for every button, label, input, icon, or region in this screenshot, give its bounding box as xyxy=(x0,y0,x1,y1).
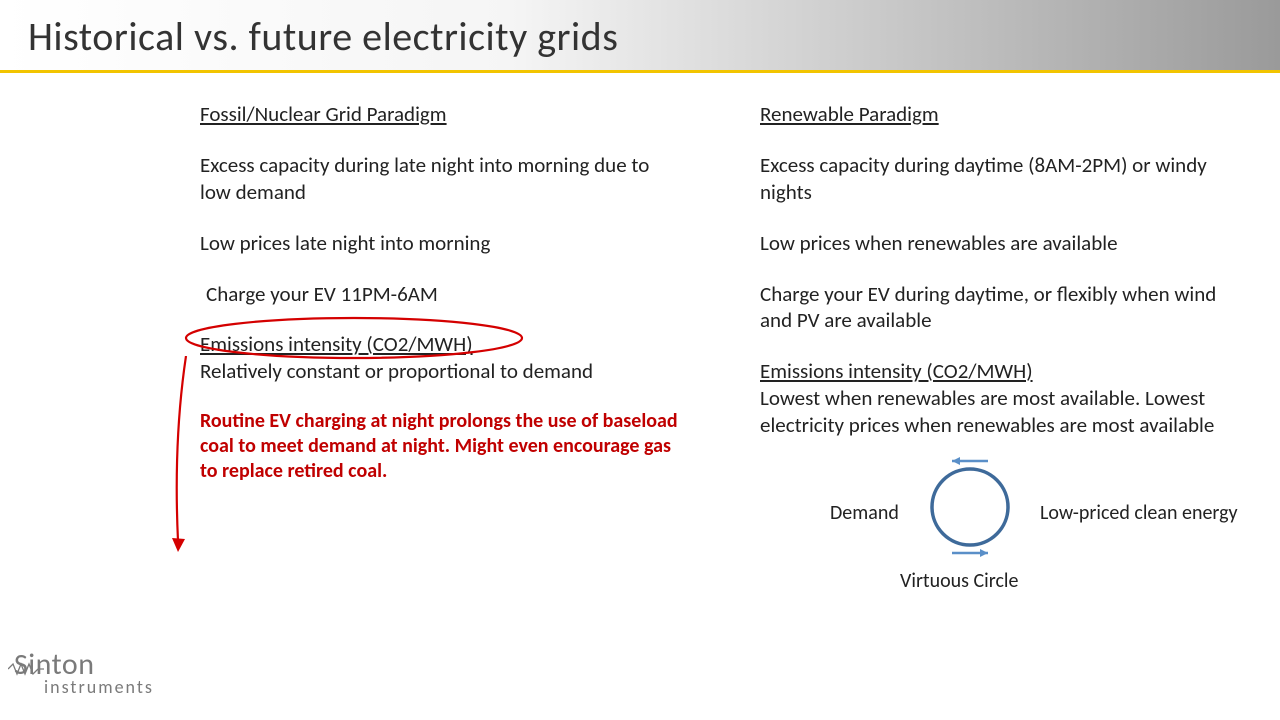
slide-title: Historical vs. future electricity grids xyxy=(28,12,1252,61)
right-p3: Charge your EV during daytime, or flexib… xyxy=(760,281,1240,335)
right-emissions: Emissions intensity (CO2/MWH) Lowest whe… xyxy=(760,358,1240,439)
right-column: Renewable Paradigm Excess capacity durin… xyxy=(760,101,1240,583)
right-emissions-body: Lowest when renewables are most availabl… xyxy=(760,385,1214,438)
left-emissions: Emissions intensity (CO2/MWH) Relatively… xyxy=(200,331,680,385)
virtuous-caption: Virtuous Circle xyxy=(900,569,1018,595)
title-bar: Historical vs. future electricity grids xyxy=(0,0,1280,70)
virtuous-left-label: Demand xyxy=(830,501,899,527)
virtuous-right-label: Low-priced clean energy xyxy=(1040,501,1238,527)
right-heading: Renewable Paradigm xyxy=(760,101,1240,128)
left-p2: Low prices late night into morning xyxy=(200,230,680,257)
left-heading: Fossil/Nuclear Grid Paradigm xyxy=(200,101,680,128)
right-p1: Excess capacity during daytime (8AM-2PM)… xyxy=(760,152,1240,206)
logo-brand: Sinton xyxy=(14,650,154,680)
virtuous-circle-diagram: Demand Low-priced clean energy Virtuous … xyxy=(760,463,1240,583)
left-p1: Excess capacity during late night into m… xyxy=(200,152,680,206)
logo: Sinton instruments xyxy=(14,650,154,698)
left-emissions-heading: Emissions intensity (CO2/MWH) xyxy=(200,331,473,357)
left-column: Fossil/Nuclear Grid Paradigm Excess capa… xyxy=(200,101,680,583)
left-emissions-body: Relatively constant or proportional to d… xyxy=(200,358,593,384)
right-p2: Low prices when renewables are available xyxy=(760,230,1240,257)
virtuous-circle-icon xyxy=(920,457,1020,567)
left-callout: Routine EV charging at night prolongs th… xyxy=(200,409,680,484)
content-area: Fossil/Nuclear Grid Paradigm Excess capa… xyxy=(0,73,1280,583)
left-p3: Charge your EV 11PM-6AM xyxy=(206,281,680,308)
right-emissions-heading: Emissions intensity (CO2/MWH) xyxy=(760,358,1033,384)
